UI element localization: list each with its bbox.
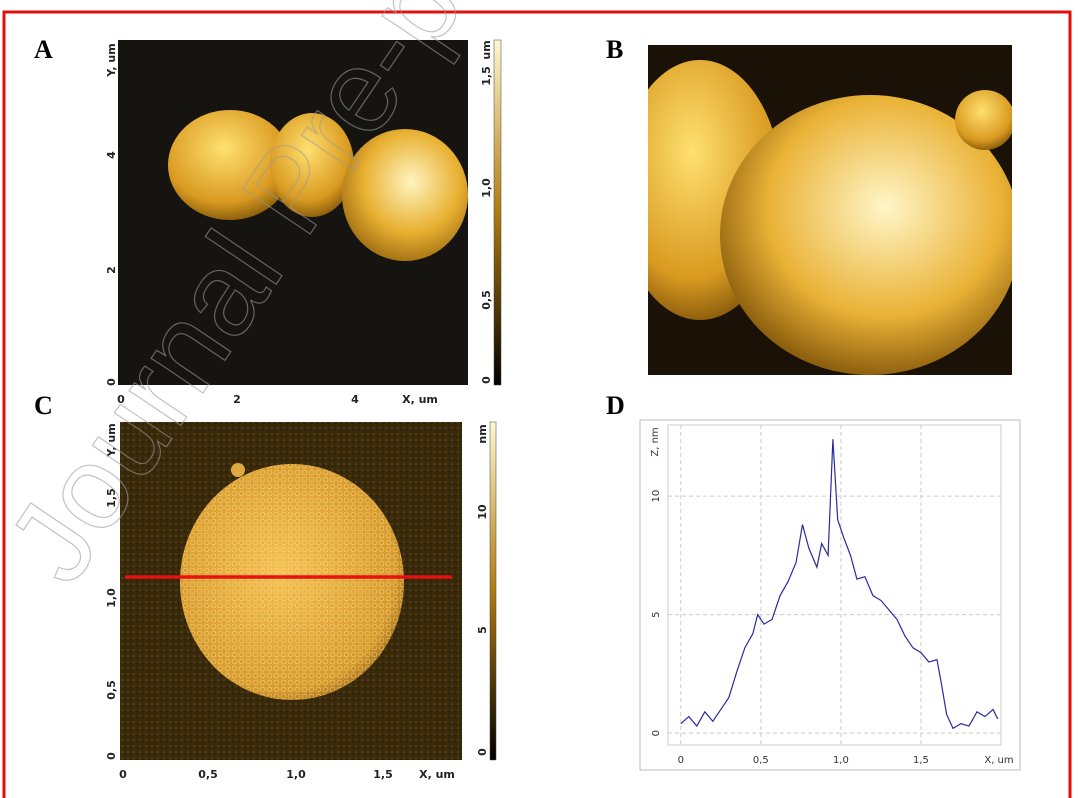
y-tick-label: 4: [105, 151, 118, 159]
y-tick-label: 0,5: [105, 680, 118, 700]
panel-label: B: [606, 35, 623, 64]
x-axis-label: X, um: [402, 393, 438, 406]
x-tick-label: 1,5: [373, 768, 393, 781]
x-tick-label: 0: [678, 755, 684, 766]
y-tick-label: 1,0: [105, 588, 118, 608]
y-tick-label: 0: [105, 752, 118, 760]
x-tick-label: 2: [233, 393, 241, 406]
cell-texture: [180, 464, 404, 700]
x-axis-label: X, um: [984, 755, 1013, 766]
x-tick-label: 1,0: [286, 768, 306, 781]
y-tick-label: 10: [651, 490, 662, 503]
colorbar-unit: nm: [476, 424, 489, 443]
figure: A Y, um 4 2 0 0 2 4 X, um um 1,5 1,0 0,5…: [0, 0, 1078, 798]
y-tick-label: 5: [651, 611, 662, 617]
panel-d: D Z, nm X, um: [606, 391, 1020, 770]
y-axis-label: Z, nm: [650, 427, 661, 456]
colorbar-tick: 1,5: [480, 66, 493, 86]
x-tick-label: 1,5: [913, 755, 929, 766]
colorbar-tick: 5: [476, 626, 489, 634]
colorbar: [494, 40, 501, 385]
colorbar-unit: um: [480, 40, 493, 59]
particle: [231, 463, 245, 477]
colorbar: [490, 422, 496, 760]
y-tick-label: 0: [651, 730, 662, 736]
x-tick-label: 0,5: [198, 768, 218, 781]
y-axis-label: Y, um: [105, 43, 118, 77]
x-tick-label: 0,5: [753, 755, 769, 766]
colorbar-tick: 10: [476, 504, 489, 520]
x-tick-label: 1,0: [833, 755, 849, 766]
panel-label: D: [606, 391, 625, 420]
y-tick-label: 2: [105, 266, 118, 274]
colorbar-tick: 0: [476, 748, 489, 756]
panel-label: A: [34, 35, 53, 64]
x-tick-label: 0: [119, 768, 127, 781]
colorbar-tick: 0,5: [480, 290, 493, 310]
panel-label: C: [34, 391, 53, 420]
x-tick-label: 4: [351, 393, 359, 406]
x-axis-label: X, um: [419, 768, 455, 781]
cell-shape: [955, 90, 1015, 150]
colorbar-tick: 1,0: [480, 178, 493, 198]
plot-frame: [640, 420, 1020, 770]
colorbar-tick: 0: [480, 376, 493, 384]
page: { "watermark": "Journal Pre-proof", "pan…: [0, 0, 1078, 798]
panel-b: B: [606, 35, 1020, 375]
